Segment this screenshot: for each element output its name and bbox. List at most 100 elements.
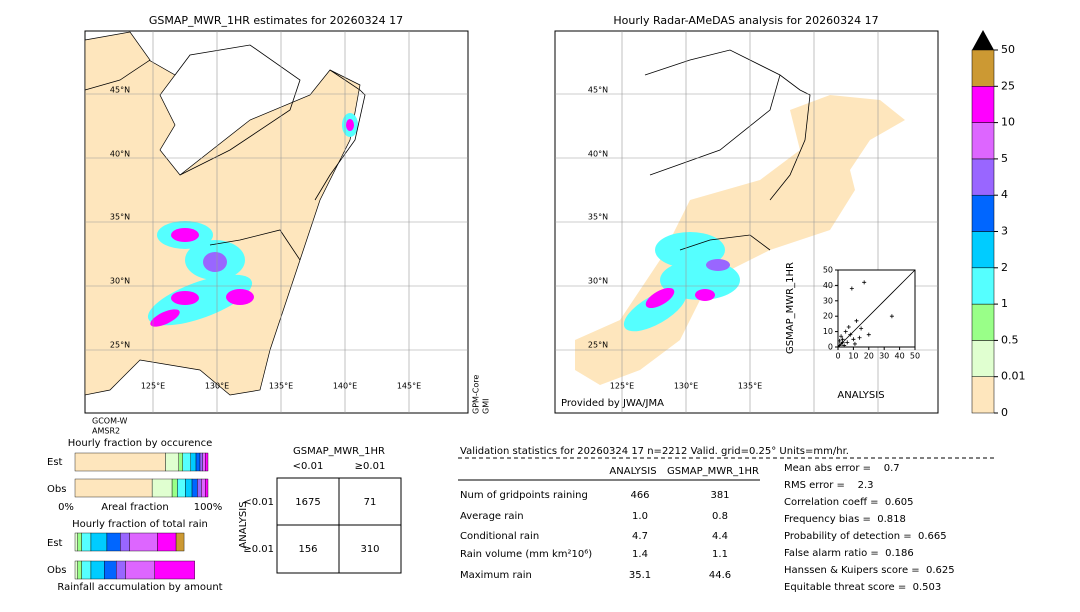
cell: 4.4: [712, 531, 728, 542]
point: [851, 337, 856, 342]
fraction-segment: [116, 560, 126, 580]
fraction-segment: [195, 452, 201, 472]
fraction-segment: [199, 452, 203, 472]
fraction-segment: [81, 560, 92, 580]
rain-area: [695, 289, 715, 301]
fraction-segment: [120, 532, 130, 552]
fraction-segment: [185, 478, 193, 498]
cell: 1675: [295, 497, 320, 508]
satellite-note: GCOM-W: [92, 417, 128, 426]
cell: 1.0: [632, 511, 648, 522]
y-tick-label: 50: [823, 266, 833, 275]
left-map: [84, 30, 469, 414]
point: [845, 340, 850, 345]
colorbar-label: 4: [1001, 188, 1008, 201]
rain-area: [171, 291, 199, 305]
lat-label: 45°N: [588, 86, 608, 95]
cell: 1.4: [632, 549, 648, 560]
x-tick-label: 40: [895, 352, 905, 361]
colorbar-label: 2: [1001, 261, 1008, 274]
fraction-segment: [90, 560, 105, 580]
point: [842, 343, 847, 348]
lon-label: 135°E: [269, 382, 293, 391]
lat-label: 25°N: [588, 341, 608, 350]
sensor-note: GPM-Core: [472, 375, 481, 414]
point: [837, 338, 842, 343]
fraction-segment: [74, 560, 78, 580]
satellite-note: AMSR2: [92, 427, 120, 436]
cell: 4.7: [632, 531, 648, 542]
point: [839, 334, 844, 339]
x-tick-label: 10: [848, 352, 858, 361]
graticule: [85, 31, 468, 413]
lat-label: 35°N: [110, 213, 130, 222]
fraction-segment: [178, 452, 183, 472]
colorbar-label: 0.01: [1001, 370, 1026, 383]
score: Mean abs error = 0.7: [784, 463, 900, 474]
point: [848, 332, 853, 337]
point: [837, 343, 842, 348]
point: [849, 286, 854, 291]
point: [852, 341, 857, 346]
column-label: ANALYSIS: [609, 466, 656, 477]
row-label: Est: [47, 457, 63, 468]
cell: 156: [298, 544, 317, 555]
column-label: <0.01: [293, 461, 324, 472]
axis-label: 100%: [194, 502, 223, 513]
cell: 310: [360, 544, 379, 555]
rain-area: [645, 287, 675, 309]
colorbar-segment: [971, 158, 995, 196]
colorbar-segment: [971, 376, 995, 414]
fraction-segment: [177, 478, 186, 498]
lat-label: 40°N: [110, 150, 130, 159]
cell: 1.1: [712, 549, 728, 560]
fraction-segment: [106, 532, 121, 552]
y-tick-label: 0: [828, 343, 833, 352]
axis-label: Areal fraction: [101, 502, 168, 513]
x-axis-label: ANALYSIS: [837, 390, 884, 401]
fraction-segment: [197, 478, 202, 498]
fraction-segment: [157, 532, 177, 552]
lat-label: 45°N: [110, 86, 130, 95]
x-tick-label: 50: [910, 352, 920, 361]
cell: 0.8: [712, 511, 728, 522]
fraction-segment: [74, 478, 153, 498]
y-tick-label: 20: [823, 312, 833, 321]
lon-label: 140°E: [333, 382, 357, 391]
coastline: [644, 49, 811, 251]
colorbar-label: 3: [1001, 225, 1008, 238]
lat-label: 30°N: [588, 277, 608, 286]
fraction-segment: [74, 532, 78, 552]
axis-label: 0%: [58, 502, 74, 513]
row-label: ≥0.01: [243, 544, 274, 555]
credit: Provided by JWA/JMA: [561, 398, 664, 409]
row-label: Rain volume (mm km²10⁶): [460, 549, 592, 560]
lon-label: 130°E: [205, 382, 229, 391]
point: [857, 335, 862, 340]
colorbar-label: 50: [1001, 43, 1015, 56]
colorbar-label: 0: [1001, 406, 1008, 419]
y-tick-label: 10: [823, 327, 833, 336]
row-label: Obs: [47, 484, 66, 495]
fraction-title: Hourly fraction of total rain: [72, 519, 208, 530]
map-title: Hourly Radar-AMeDAS analysis for 2026032…: [613, 14, 878, 27]
rain-area: [346, 119, 354, 131]
fraction-segment: [201, 478, 206, 498]
fraction-segment: [77, 560, 82, 580]
cell: 35.1: [629, 570, 651, 581]
fraction-segment: [154, 560, 195, 580]
score: Frequency bias = 0.818: [784, 514, 906, 525]
y-axis-label: GSMAP_MWR_1HR: [785, 262, 796, 354]
fraction-segment: [202, 452, 206, 472]
row-label: Average rain: [460, 511, 524, 522]
row-label: Obs: [47, 565, 66, 576]
rain-area: [150, 309, 180, 327]
cell: 71: [364, 497, 377, 508]
point: [854, 318, 859, 323]
colorbar-segment: [971, 194, 995, 232]
point: [859, 326, 864, 331]
cell: 381: [710, 490, 729, 501]
rain-area: [171, 228, 199, 242]
score: Equitable threat score = 0.503: [784, 582, 941, 593]
